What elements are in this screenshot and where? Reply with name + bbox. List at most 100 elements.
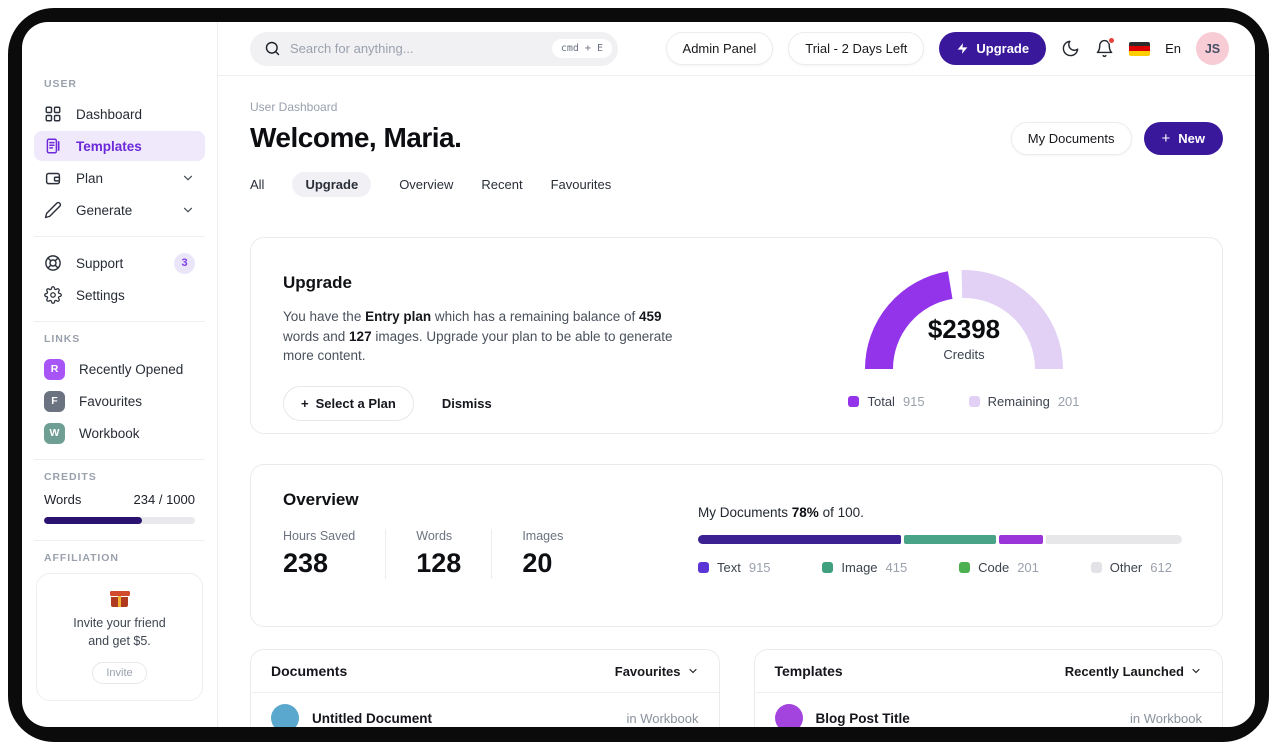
sidebar-section-credits: CREDITS: [44, 471, 97, 483]
language-selector[interactable]: En: [1165, 41, 1181, 56]
sidebar-link-favourites[interactable]: F Favourites: [34, 386, 205, 416]
trial-button[interactable]: Trial - 2 Days Left: [788, 32, 925, 65]
document-avatar: [271, 704, 299, 727]
bolt-icon: [956, 42, 969, 55]
overview-stats: Hours Saved 238 Words 128 Images 20: [283, 529, 698, 579]
documents-card-title: Documents: [271, 663, 348, 679]
legend-swatch: [698, 562, 709, 573]
documents-filter-dropdown[interactable]: Favourites: [615, 664, 699, 679]
legend-item-other: Other 612: [1090, 560, 1172, 575]
legend-swatch: [822, 562, 834, 573]
credits-gauge-chart: $2398 Credits: [854, 264, 1074, 376]
sidebar-item-support[interactable]: Support 3: [34, 248, 205, 278]
documents-stacked-bar: [698, 535, 1182, 544]
tab-upgrade[interactable]: Upgrade: [292, 171, 372, 197]
stat-images: Images 20: [522, 529, 564, 578]
notifications-bell-icon[interactable]: [1095, 37, 1116, 58]
templates-document-icon: [44, 137, 62, 155]
templates-card-title: Templates: [774, 663, 843, 679]
topbar-actions: Admin Panel Trial - 2 Days Left Upgrade: [665, 32, 1229, 65]
invite-button[interactable]: Invite: [92, 662, 147, 684]
notification-dot: [1108, 37, 1116, 44]
sidebar-item-plan[interactable]: Plan: [34, 163, 205, 193]
upgrade-button[interactable]: Upgrade: [939, 32, 1047, 65]
template-list-item[interactable]: Blog Post Title in Workbook: [755, 693, 1223, 727]
legend-swatch: [848, 396, 860, 407]
wallet-icon: [44, 169, 62, 187]
legend-item-total: Total 915: [848, 394, 925, 409]
sidebar-item-label: Dashboard: [76, 106, 143, 122]
upgrade-card-title: Upgrade: [283, 273, 352, 292]
legend-swatch: [1090, 562, 1102, 573]
sidebar-item-templates[interactable]: Templates: [34, 131, 205, 161]
bar-segment-code: [998, 535, 1044, 544]
gauge-arc-total: [865, 271, 953, 370]
sidebar-item-label: Generate: [76, 202, 133, 218]
affiliation-text: Invite your friend and get $5.: [73, 616, 166, 648]
tab-overview[interactable]: Overview: [399, 176, 454, 192]
dashboard-grid-icon: [44, 105, 62, 123]
select-plan-button[interactable]: + Select a Plan: [283, 385, 414, 421]
tab-favourites[interactable]: Favourites: [550, 176, 612, 192]
sidebar-item-label: Templates: [76, 138, 142, 154]
sidebar-link-recently-opened[interactable]: R Recently Opened: [34, 354, 205, 384]
page-title: Welcome, Maria.: [250, 122, 462, 153]
app-window: USER Dashboard Templates Plan: [22, 22, 1255, 727]
document-list-item[interactable]: Untitled Document in Workbook: [251, 693, 719, 727]
tab-recent[interactable]: Recent: [481, 176, 523, 192]
sidebar-item-generate[interactable]: Generate: [34, 195, 205, 225]
credits-row: Words 234 / 1000: [44, 492, 195, 507]
template-title: Blog Post Title: [815, 710, 910, 726]
main-area: cmd + E Admin Panel Trial - 2 Days Left …: [218, 22, 1255, 727]
legend-item-image: Image 415: [822, 560, 907, 575]
sidebar-item-settings[interactable]: Settings: [34, 280, 205, 310]
upgrade-card: Upgrade You have the Entry plan which ha…: [250, 237, 1223, 434]
german-flag-icon[interactable]: [1129, 41, 1151, 56]
sidebar-item-label: Support: [76, 255, 124, 271]
dismiss-button[interactable]: Dismiss: [441, 395, 492, 411]
plus-icon: +: [301, 395, 309, 411]
chevron-down-icon[interactable]: [181, 171, 195, 185]
admin-panel-button[interactable]: Admin Panel: [665, 32, 774, 65]
sidebar-link-workbook[interactable]: W Workbook: [34, 418, 205, 448]
templates-filter-dropdown[interactable]: Recently Launched: [1065, 664, 1202, 679]
stat-hours-saved: Hours Saved 238: [283, 529, 387, 579]
sidebar-item-dashboard[interactable]: Dashboard: [34, 99, 205, 129]
affiliation-card: Invite your friend and get $5. Invite: [36, 573, 203, 701]
search-icon: [264, 40, 281, 57]
documents-card: Documents Favourites Untitled Document i…: [250, 649, 720, 727]
credits-progress-track: [44, 517, 195, 524]
search-input[interactable]: [290, 41, 543, 56]
overview-card-title: Overview: [283, 490, 359, 509]
tab-all[interactable]: All: [250, 176, 265, 192]
content-area: User Dashboard Welcome, Maria. My Docume…: [218, 76, 1255, 727]
new-button[interactable]: + New: [1143, 121, 1223, 155]
sidebar-divider: [34, 459, 205, 460]
user-avatar[interactable]: JS: [1196, 32, 1229, 65]
document-location: in Workbook: [626, 710, 699, 726]
chevron-down-icon[interactable]: [181, 203, 195, 217]
overview-card: Overview Hours Saved 238 Words 128 Image…: [250, 464, 1223, 627]
gauge-center-label: Credits: [943, 347, 985, 362]
credits-value: 234 / 1000: [133, 492, 195, 507]
bar-segment-image: [903, 535, 996, 544]
credits-progress-fill: [44, 517, 143, 524]
my-documents-button[interactable]: My Documents: [1010, 121, 1132, 155]
legend-item-text: Text 915: [698, 560, 771, 575]
sidebar-section-affiliation: AFFILIATION: [44, 552, 119, 564]
dark-mode-moon-icon[interactable]: [1061, 39, 1080, 58]
sidebar-link-label: Workbook: [79, 425, 140, 441]
search-bar[interactable]: cmd + E: [250, 31, 618, 66]
breadcrumb: User Dashboard: [250, 100, 338, 114]
tab-bar: All Upgrade Overview Recent Favourites: [250, 171, 1223, 197]
sidebar-link-label: Recently Opened: [79, 361, 184, 377]
topbar: cmd + E Admin Panel Trial - 2 Days Left …: [218, 22, 1255, 76]
gauge-legend: Total 915 Remaining 201: [848, 394, 1080, 409]
chevron-down-icon: [687, 665, 699, 677]
gift-icon: [109, 589, 130, 607]
support-count-badge: 3: [174, 252, 195, 274]
bar-segment-text: [698, 535, 901, 544]
search-shortcut-badge: cmd + E: [551, 39, 612, 58]
chevron-down-icon: [1190, 665, 1202, 677]
bar-segment-other: [1046, 535, 1182, 544]
